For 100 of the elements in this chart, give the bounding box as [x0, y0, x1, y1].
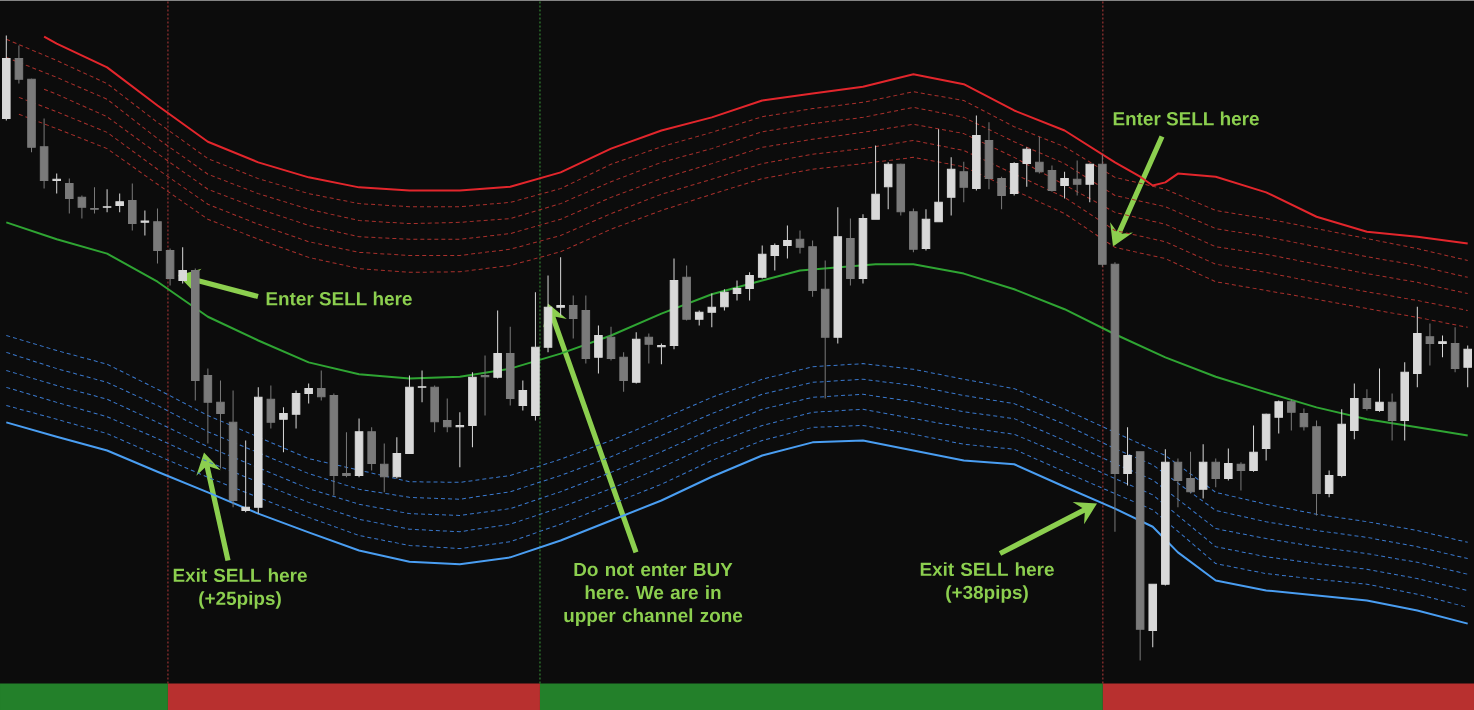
- candlestick: [1324, 469, 1334, 498]
- candlestick: [720, 288, 729, 311]
- candlestick: [1098, 153, 1107, 267]
- candlestick: [329, 392, 339, 496]
- candlestick: [52, 172, 61, 194]
- candlestick: [1400, 361, 1409, 441]
- candlestick: [1312, 419, 1321, 516]
- candlestick: [1022, 146, 1032, 187]
- candlestick: [921, 208, 931, 251]
- candlestick: [997, 176, 1006, 210]
- candlestick: [102, 188, 112, 213]
- candlestick: [1425, 322, 1435, 366]
- candlestick: [783, 224, 792, 259]
- candlestick: [1135, 451, 1145, 661]
- annotation: Do not enter BUY here. We are in upper channel zone: [564, 562, 743, 626]
- candlestick: [1148, 583, 1158, 648]
- candlestick: [1387, 392, 1397, 441]
- candlestick: [1186, 451, 1195, 494]
- candlestick: [140, 209, 150, 236]
- candlestick: [191, 267, 200, 401]
- candlestick: [27, 77, 36, 153]
- candlestick: [367, 426, 376, 471]
- candlestick: [1274, 399, 1284, 434]
- candlestick: [1211, 457, 1221, 488]
- candlestick: [594, 324, 603, 374]
- annotation: Exit SELL here (+38pips): [920, 561, 1054, 603]
- candlestick: [1375, 367, 1384, 412]
- candlestick: [354, 417, 364, 478]
- candlestick: [959, 161, 969, 203]
- candlestick: [1261, 412, 1271, 461]
- candlestick: [1123, 426, 1132, 486]
- candlestick: [972, 114, 981, 191]
- candlestick: [165, 247, 175, 286]
- candlestick: [581, 294, 591, 364]
- candlestick: [1287, 398, 1296, 431]
- candlestick: [253, 386, 263, 514]
- candlestick: [455, 411, 465, 468]
- candlestick: [505, 326, 515, 406]
- candlestick: [90, 186, 99, 214]
- candlestick: [858, 213, 868, 284]
- candlestick: [606, 326, 616, 361]
- candlestick: [1047, 164, 1057, 192]
- candlestick: [518, 379, 528, 411]
- candlestick: [745, 271, 754, 301]
- candlestick: [379, 442, 389, 493]
- candlestick: [1161, 448, 1170, 586]
- candlestick: [216, 379, 225, 469]
- candlestick: [417, 369, 427, 403]
- candlestick: [896, 162, 906, 216]
- candlestick: [694, 309, 704, 326]
- candlestick: [1299, 407, 1309, 431]
- candlestick: [732, 279, 742, 301]
- candlestick: [14, 44, 24, 84]
- candlestick: [707, 292, 717, 328]
- candlestick: [909, 207, 918, 253]
- candlestick: [1236, 461, 1246, 491]
- candlestick: [430, 384, 439, 433]
- candlestick: [846, 217, 855, 286]
- candlestick: [833, 206, 843, 344]
- candlestick: [1337, 408, 1346, 478]
- candlestick: [820, 259, 830, 399]
- candlestick: [531, 291, 540, 421]
- candlestick: [669, 257, 679, 350]
- candlestick: [556, 256, 565, 316]
- candlestick: [392, 436, 402, 479]
- candlestick: [644, 332, 654, 364]
- candlestick: [493, 309, 502, 379]
- candlestick: [1450, 326, 1460, 373]
- candlestick: [342, 431, 351, 478]
- candlestick: [883, 161, 893, 210]
- candlestick: [1362, 388, 1372, 411]
- annotation: Enter SELL here: [1113, 111, 1259, 126]
- candlestick: [468, 371, 477, 448]
- candlestick: [808, 239, 817, 297]
- candlestick: [657, 342, 666, 365]
- candlestick: [77, 194, 87, 219]
- candlestick: [178, 246, 187, 284]
- candlestick: [1350, 382, 1359, 440]
- candlestick: [543, 274, 553, 353]
- annotation: Exit SELL here (+25pips): [173, 567, 307, 609]
- candlestick: [631, 331, 641, 384]
- candlestick: [228, 389, 238, 508]
- candlestick: [241, 439, 250, 513]
- candlestick: [682, 264, 691, 321]
- candlestick: [2, 34, 11, 121]
- candlestick: [115, 192, 124, 213]
- candlestick: [1009, 161, 1019, 196]
- candlestick: [266, 384, 276, 429]
- candlestick: [442, 397, 452, 433]
- candlestick: [1413, 306, 1422, 388]
- candlestick: [153, 207, 162, 264]
- candlestick: [795, 229, 805, 254]
- annotation: Enter SELL here: [266, 291, 412, 306]
- candlestick: [770, 242, 780, 271]
- candlestick: [1463, 344, 1472, 388]
- candlestick: [65, 177, 74, 214]
- candlestick: [203, 367, 213, 444]
- candlestick: [1035, 136, 1044, 174]
- candlestick: [1110, 261, 1120, 532]
- candlestick: [1072, 159, 1082, 196]
